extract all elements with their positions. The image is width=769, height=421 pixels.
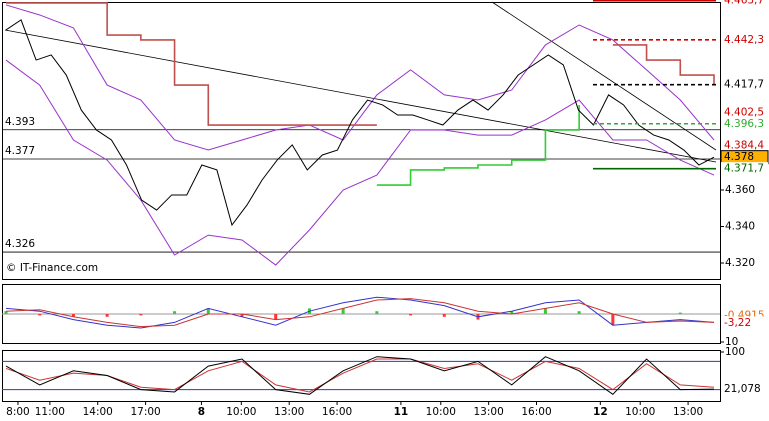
level-label: 4.417,7 <box>724 79 764 91</box>
series-line <box>5 298 715 328</box>
histogram-bar <box>611 314 615 326</box>
level-label: -3,22 <box>724 317 751 329</box>
level-label-box <box>721 105 768 119</box>
series-line <box>6 2 715 126</box>
histogram-bar <box>577 311 581 314</box>
x-tick-label: 8:00 <box>6 406 30 418</box>
watermark: © IT-Finance.com <box>6 262 98 274</box>
x-tick-label: 8 <box>198 406 205 418</box>
trend-line <box>4 29 717 163</box>
histogram-bar <box>274 314 278 320</box>
level-label: 4.384,4 <box>724 139 764 151</box>
y-tick-label: 10 <box>725 336 738 348</box>
level-label: 4.396,3 <box>724 118 764 130</box>
histogram-bar <box>240 314 244 317</box>
x-tick-label: 11 <box>394 406 409 418</box>
histogram-bar <box>341 308 345 314</box>
level-label: 4.463,7 <box>724 0 764 7</box>
level-label: 4.371,7 <box>724 163 764 175</box>
x-tick-label: 10:00 <box>226 406 256 418</box>
level-label-box <box>721 316 768 330</box>
histogram-bar <box>442 314 446 317</box>
histogram-bar <box>409 314 413 316</box>
y-tick-label: 100 <box>725 346 745 358</box>
histogram-bar <box>510 311 514 314</box>
x-tick-label: 16:00 <box>521 406 551 418</box>
x-tick-label: 13:00 <box>474 406 504 418</box>
series-line <box>376 104 580 186</box>
histogram-bar <box>206 308 210 314</box>
histogram-bar <box>678 312 682 314</box>
level-label: 4.378 <box>724 151 754 163</box>
guide-label: 4.393 <box>5 116 35 128</box>
x-tick-label: 13:00 <box>673 406 703 418</box>
histogram-bar <box>105 314 109 317</box>
x-tick-label: 10:00 <box>426 406 456 418</box>
level-label-box <box>721 0 768 8</box>
histogram-bar <box>173 311 177 314</box>
series-line <box>5 356 715 395</box>
level-label-box <box>721 78 768 92</box>
histogram-bar <box>71 314 75 317</box>
series-line <box>5 4 715 151</box>
x-tick-label: 10:00 <box>625 406 655 418</box>
histogram-bar <box>4 311 8 314</box>
level-label-box <box>721 138 768 152</box>
level-label: 4.402,5 <box>724 106 764 118</box>
y-tick-label: 4.360 <box>725 184 755 196</box>
level-label: 4.442,3 <box>724 34 764 46</box>
x-tick-label: 13:00 <box>274 406 304 418</box>
x-tick-label: 11:00 <box>35 406 65 418</box>
y-tick-label: 4.320 <box>725 257 755 269</box>
level-label: 21,078 <box>724 383 761 395</box>
price-panel <box>2 2 721 280</box>
y-tick-label: 4.340 <box>725 221 755 233</box>
series-line <box>5 358 715 393</box>
x-tick-label: 12 <box>593 406 608 418</box>
histogram-bar <box>139 314 143 316</box>
level-label-box <box>721 117 768 131</box>
x-tick-label: 14:00 <box>83 406 113 418</box>
guide-label: 4.326 <box>5 238 35 250</box>
histogram-bar <box>375 311 379 314</box>
trend-line <box>491 1 717 151</box>
histogram-bar <box>543 308 547 314</box>
level-label-box <box>721 382 768 396</box>
series-line <box>5 296 715 329</box>
level-label-box <box>721 33 768 47</box>
level-label-box <box>721 162 768 176</box>
histogram-bar <box>38 314 42 316</box>
x-tick-label: 16:00 <box>322 406 352 418</box>
series-line <box>5 19 715 227</box>
guide-label: 4.377 <box>5 145 35 157</box>
x-tick-label: 17:00 <box>130 406 160 418</box>
stochastic-panel <box>2 350 721 402</box>
